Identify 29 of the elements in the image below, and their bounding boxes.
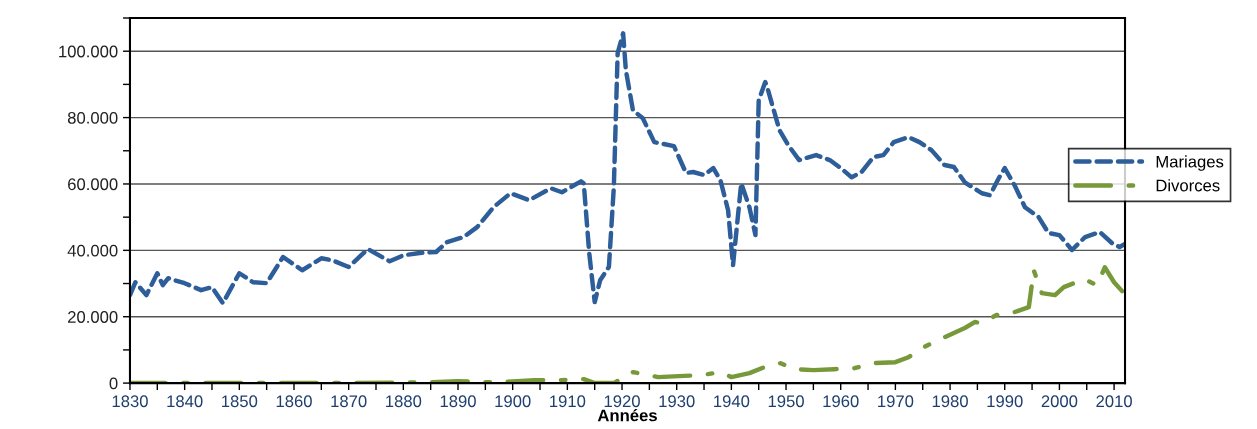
x-tick-label: 1920 — [604, 395, 640, 408]
x-tick-label: 1830 — [112, 395, 148, 408]
x-tick-label: 2000 — [1041, 395, 1078, 408]
x-tick-label: 1960 — [823, 395, 859, 408]
x-tick-label: 1840 — [167, 395, 203, 408]
x-tick-label: 2010 — [1096, 395, 1132, 408]
y-tick-label: 100.000 — [59, 45, 118, 58]
y-tick-label: 20.000 — [68, 311, 118, 323]
legend-label: Divorces — [1156, 179, 1220, 192]
x-tick-label: 1900 — [495, 395, 531, 408]
y-tick-label: 0 — [109, 377, 118, 390]
legend-label: Mariages — [1156, 155, 1224, 171]
line-series — [129, 31, 1126, 306]
x-axis-title: Années — [597, 408, 657, 422]
x-tick-label: 1990 — [987, 395, 1023, 408]
x-tick-label: 1890 — [440, 395, 476, 408]
x-tick-label: 1950 — [768, 395, 804, 408]
y-tick-label: 40.000 — [67, 244, 118, 257]
x-tick-label: 1980 — [932, 395, 968, 408]
x-tick-label: 1930 — [659, 395, 695, 408]
y-tick-label: 80.000 — [67, 111, 118, 124]
x-tick-label: 1910 — [550, 395, 586, 408]
x-tick-label: 1860 — [276, 395, 312, 408]
x-tick-label: 1870 — [331, 395, 367, 408]
x-tick-label: 1850 — [222, 395, 258, 408]
y-tick-label: 60.000 — [68, 178, 118, 191]
x-tick-label: 1970 — [878, 395, 914, 408]
x-tick-label: 1940 — [714, 395, 750, 408]
x-tick-label: 1880 — [386, 395, 422, 408]
